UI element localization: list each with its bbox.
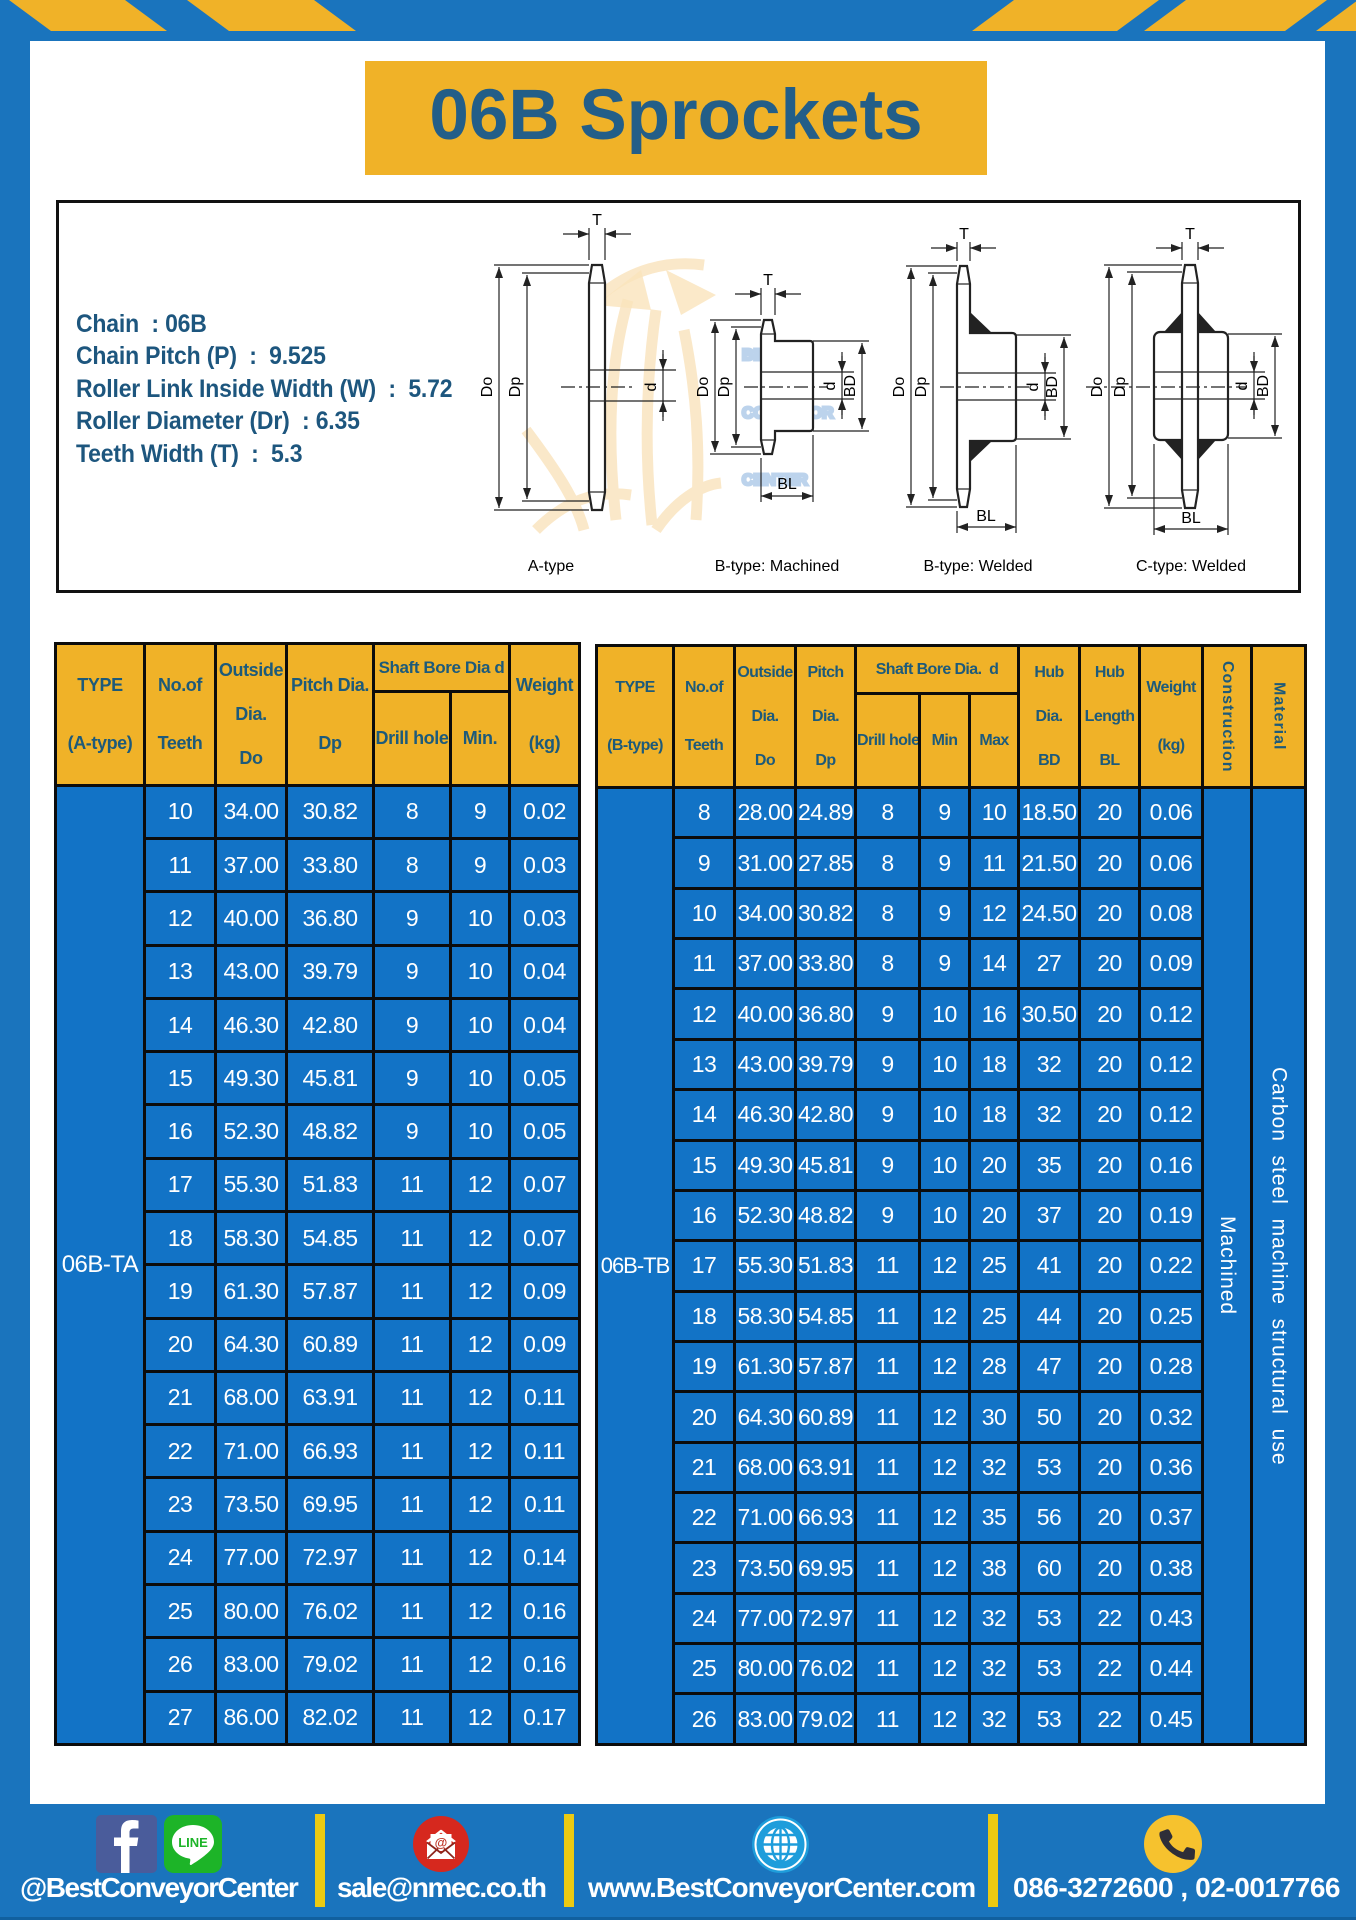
svg-text:C-type: Welded: C-type: Welded (1136, 558, 1246, 575)
svg-text:Dp: Dp (913, 377, 930, 398)
svg-text:Dp: Dp (507, 377, 524, 398)
svg-text:T: T (959, 226, 969, 243)
svg-text:BL: BL (777, 476, 797, 493)
svg-text:B-type: Machined: B-type: Machined (715, 558, 840, 575)
svg-text:T: T (1185, 226, 1195, 243)
svg-text:B-type: Welded: B-type: Welded (923, 558, 1032, 575)
svg-text:Do: Do (695, 377, 712, 398)
svg-text:d: d (643, 383, 660, 392)
svg-text:T: T (592, 212, 602, 229)
svg-text:Dp: Dp (1112, 377, 1129, 398)
svg-text:A-type: A-type (528, 558, 574, 575)
svg-text:BD: BD (842, 375, 859, 397)
svg-text:LINE: LINE (178, 1835, 208, 1850)
svg-text:Do: Do (1089, 377, 1106, 398)
svg-text:BL: BL (1181, 510, 1201, 527)
svg-text:Dp: Dp (716, 377, 733, 398)
svg-text:Do: Do (891, 377, 908, 398)
svg-text:Do: Do (479, 377, 496, 398)
svg-text:BL: BL (976, 508, 996, 525)
svg-text:BD: BD (1044, 376, 1061, 398)
svg-text:T: T (763, 272, 773, 289)
svg-text:@: @ (435, 1835, 448, 1850)
svg-text:CENTER: CENTER (742, 472, 808, 489)
svg-text:d: d (1025, 383, 1042, 392)
svg-text:d: d (822, 382, 839, 391)
svg-text:d: d (1234, 382, 1251, 391)
svg-text:BD: BD (1255, 375, 1272, 397)
